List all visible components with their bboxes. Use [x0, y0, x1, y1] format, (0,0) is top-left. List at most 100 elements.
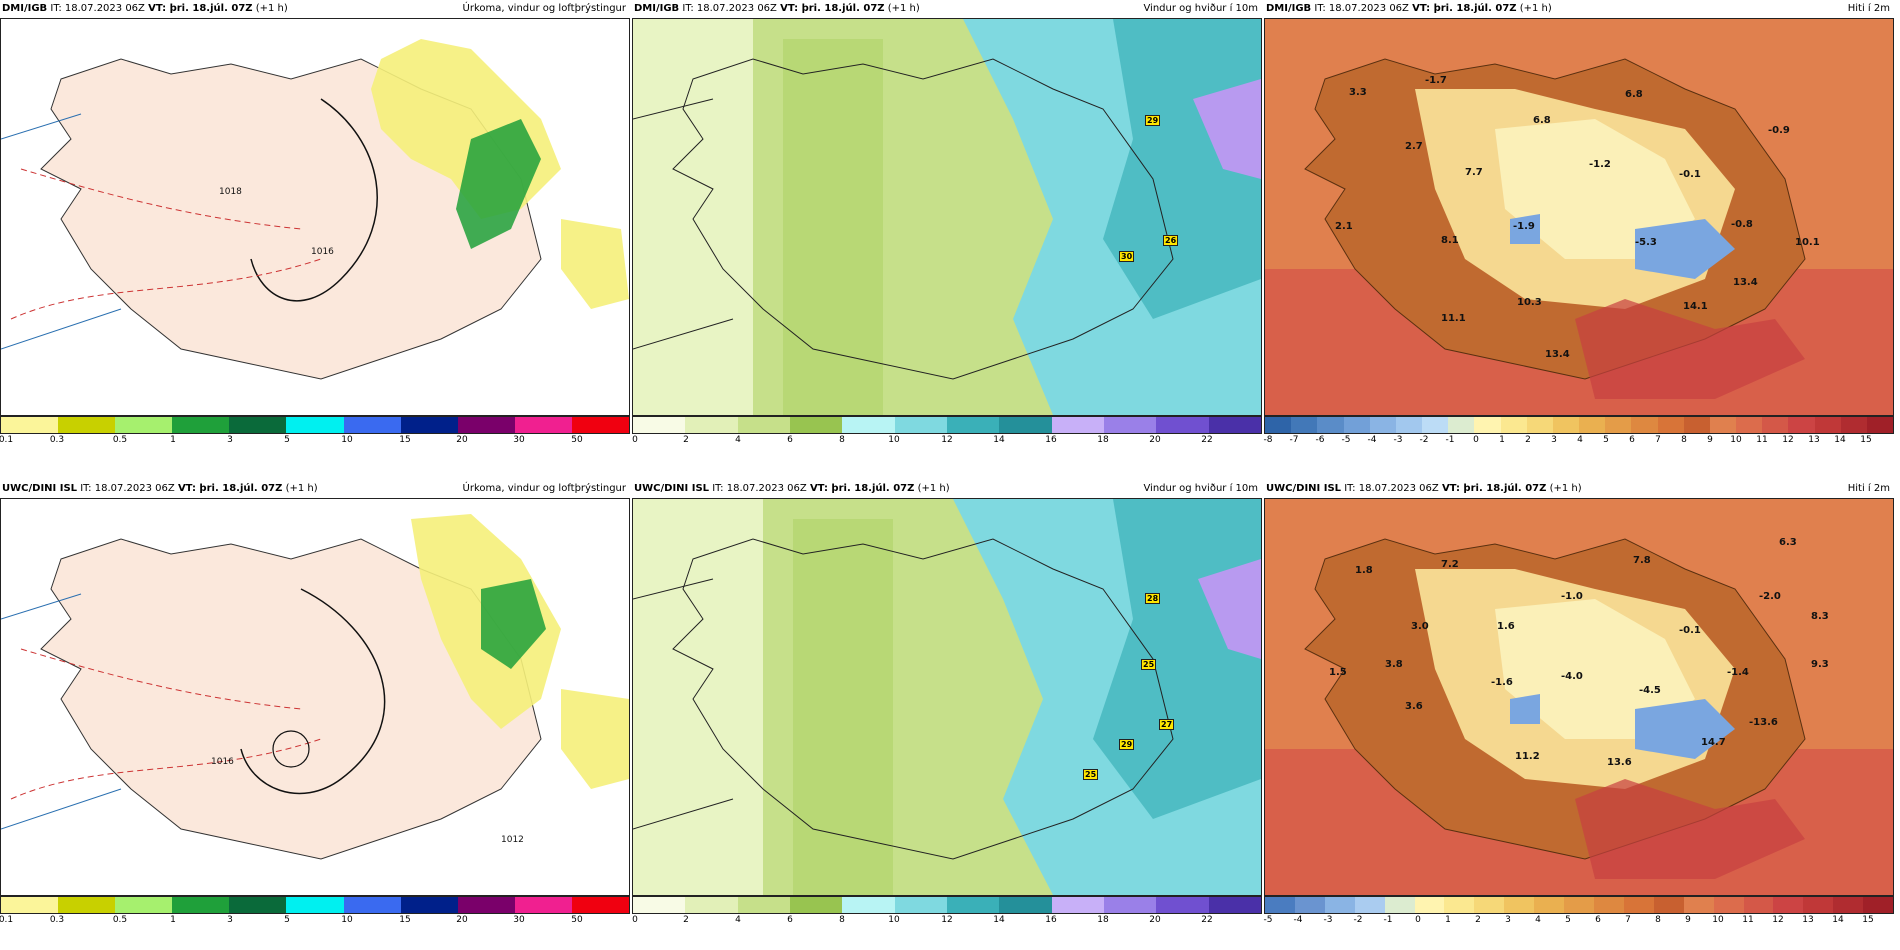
scale-tick: 0.5 — [112, 915, 128, 925]
scale-tick: 2 — [1475, 915, 1481, 925]
model-label: UWC/DINI ISL — [2, 483, 78, 494]
wind-gust-tag: 28 — [1145, 593, 1161, 604]
precip-scale-labels: 0.1 0.3 0.5 1 3 5 10 15 20 30 50 — [0, 434, 630, 448]
wind-colorbar — [632, 896, 1262, 914]
temp-label: -1.0 — [1561, 591, 1583, 602]
temp-scale-labels: -5 -4 -3 -2 -1 0 1 2 3 4 5 6 7 8 9 10 11… — [1264, 914, 1894, 928]
temp-label: 3.0 — [1411, 621, 1429, 632]
wind-gust-tag: 29 — [1145, 115, 1161, 126]
isobar-label: 1018 — [219, 187, 242, 197]
scale-tick: 6 — [1629, 435, 1635, 445]
panel-title: Vindur og hviður í 10m — [1143, 3, 1258, 14]
scale-tick: 10 — [341, 915, 353, 925]
forecast-offset: (+1 h) — [255, 3, 288, 14]
scale-tick: 18 — [1097, 915, 1109, 925]
temp-label: 9.3 — [1811, 659, 1829, 670]
scale-tick: 3 — [1505, 915, 1511, 925]
temp-label: 13.6 — [1607, 757, 1632, 768]
scale-tick: 50 — [571, 915, 583, 925]
precip-panel-row1: DMI/IGB IT: 18.07.2023 06Z VT: þri. 18.j… — [0, 0, 630, 465]
scale-tick: 14 — [993, 915, 1005, 925]
init-time: IT: 18.07.2023 06Z — [712, 483, 807, 494]
wind-gust-tag: 26 — [1163, 235, 1179, 246]
scale-tick: 18 — [1097, 435, 1109, 445]
scale-tick: 12 — [1772, 915, 1784, 925]
scale-tick: 20 — [456, 915, 468, 925]
scale-tick: -5 — [1263, 915, 1273, 925]
model-label: DMI/IGB — [634, 3, 680, 14]
valid-time: VT: þri. 18.júl. 07Z — [177, 483, 283, 494]
temp-label: 14.1 — [1683, 301, 1708, 312]
scale-tick: 0.1 — [0, 435, 14, 445]
temp-map: 1.8 7.2 7.8 6.3 -1.0 -2.0 3.0 1.6 -0.1 8… — [1264, 498, 1894, 896]
isobar-label: 1016 — [211, 757, 234, 767]
scale-tick: 8 — [839, 435, 845, 445]
init-time: IT: 18.07.2023 06Z — [50, 3, 145, 14]
wind-colorbar — [632, 416, 1262, 434]
scale-tick: 10 — [341, 435, 353, 445]
scale-tick: 1 — [1499, 435, 1505, 445]
scale-tick: 15 — [399, 915, 411, 925]
init-time: IT: 18.07.2023 06Z — [682, 3, 777, 14]
precip-colorbar — [0, 896, 630, 914]
temp-label: -1.4 — [1727, 667, 1749, 678]
temp-colorbar — [1264, 416, 1894, 434]
panel-title: Hiti í 2m — [1847, 3, 1890, 14]
forecast-offset: (+1 h) — [887, 3, 920, 14]
temp-label: 14.7 — [1701, 737, 1726, 748]
scale-tick: 50 — [571, 435, 583, 445]
temp-label: 10.1 — [1795, 237, 1820, 248]
scale-tick: 7 — [1625, 915, 1631, 925]
scale-tick: -4 — [1293, 915, 1303, 925]
scale-tick: 11 — [1756, 435, 1768, 445]
scale-tick: 2 — [683, 435, 689, 445]
forecast-offset: (+1 h) — [917, 483, 950, 494]
valid-time: VT: þri. 18.júl. 07Z — [780, 3, 885, 14]
scale-tick: -8 — [1263, 435, 1273, 445]
scale-tick: 0 — [1415, 915, 1421, 925]
temp-label: 6.8 — [1533, 115, 1551, 126]
scale-tick: 6 — [1595, 915, 1601, 925]
forecast-offset: (+1 h) — [285, 483, 318, 494]
temp-label: 3.8 — [1385, 659, 1403, 670]
temp-label: -0.1 — [1679, 625, 1701, 636]
init-time: IT: 18.07.2023 06Z — [1344, 483, 1439, 494]
scale-tick: 5 — [284, 435, 290, 445]
scale-tick: 0.5 — [112, 435, 128, 445]
scale-tick: 15 — [399, 435, 411, 445]
scale-tick: 8 — [1681, 435, 1687, 445]
temp-label: 1.8 — [1355, 565, 1373, 576]
temp-label: 7.2 — [1441, 559, 1459, 570]
scale-tick: 13 — [1802, 915, 1814, 925]
model-label: DMI/IGB — [1266, 3, 1312, 14]
scale-tick: 6 — [787, 915, 793, 925]
wind-panel-row1: DMI/IGB IT: 18.07.2023 06Z VT: þri. 18.j… — [632, 0, 1262, 465]
scale-tick: 1 — [170, 435, 176, 445]
panel-header: UWC/DINI ISL IT: 18.07.2023 06Z VT: þri.… — [0, 480, 630, 498]
panel-header: DMI/IGB IT: 18.07.2023 06Z VT: þri. 18.j… — [0, 0, 630, 18]
temp-label: -2.0 — [1759, 591, 1781, 602]
model-label: UWC/DINI ISL — [1266, 483, 1342, 494]
temp-label: 11.2 — [1515, 751, 1540, 762]
wind-gust-tag: 29 — [1119, 739, 1135, 750]
temp-label: 7.8 — [1633, 555, 1651, 566]
scale-tick: 2 — [1525, 435, 1531, 445]
panel-header: UWC/DINI ISL IT: 18.07.2023 06Z VT: þri.… — [1264, 480, 1894, 498]
scale-tick: 12 — [941, 435, 953, 445]
panel-header: UWC/DINI ISL IT: 18.07.2023 06Z VT: þri.… — [632, 480, 1262, 498]
model-label: UWC/DINI ISL — [634, 483, 710, 494]
wind-map: 28 25 27 29 25 — [632, 498, 1262, 896]
scale-tick: 20 — [456, 435, 468, 445]
scale-tick: 15 — [1860, 435, 1872, 445]
model-label: DMI/IGB — [2, 3, 48, 14]
temp-label: 2.7 — [1405, 141, 1423, 152]
precip-panel-row2: UWC/DINI ISL IT: 18.07.2023 06Z VT: þri.… — [0, 480, 630, 945]
scale-tick: -6 — [1315, 435, 1325, 445]
scale-tick: 10 — [1712, 915, 1724, 925]
temp-label: 1.5 — [1329, 667, 1347, 678]
temp-label: 2.1 — [1335, 221, 1353, 232]
scale-tick: 14 — [993, 435, 1005, 445]
panel-title: Vindur og hviður í 10m — [1143, 483, 1258, 494]
scale-tick: 5 — [1603, 435, 1609, 445]
temp-panel-row2: UWC/DINI ISL IT: 18.07.2023 06Z VT: þri.… — [1264, 480, 1894, 945]
